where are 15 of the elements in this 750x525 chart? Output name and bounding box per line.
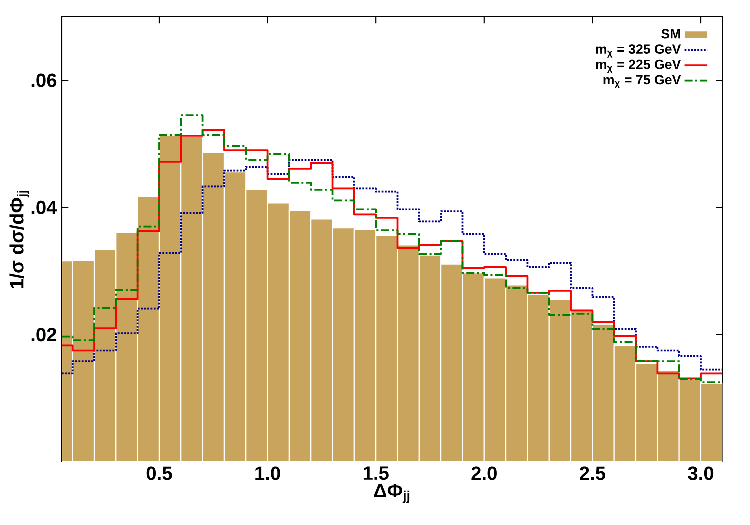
y-tick-label: .06 xyxy=(32,74,57,88)
legend-label: SM xyxy=(662,29,680,39)
x-tick-label: 2.5 xyxy=(580,466,606,480)
x-tick-label: 3.0 xyxy=(688,466,714,480)
x-tick-label: 0.5 xyxy=(146,466,172,480)
y-axis-title: 1/σ dσ/dΦ$_{jj}$ xyxy=(10,190,30,288)
y-tick-label: .02 xyxy=(32,328,57,342)
x-axis-title: ΔΦ$_{jj}$ xyxy=(374,484,410,504)
y-tick-label: .04 xyxy=(32,200,58,215)
x-tick-label: 2.0 xyxy=(472,466,497,480)
legend-label: m$_{χ}$ = 75 GeV xyxy=(604,75,682,88)
legend-label: m$_{χ}$ = 325 GeV xyxy=(596,44,682,58)
x-tick-label: 1.5 xyxy=(364,466,389,480)
legend-label: m$_{χ}$ = 225 GeV xyxy=(596,60,682,74)
x-tick-label: 1.0 xyxy=(256,466,280,480)
